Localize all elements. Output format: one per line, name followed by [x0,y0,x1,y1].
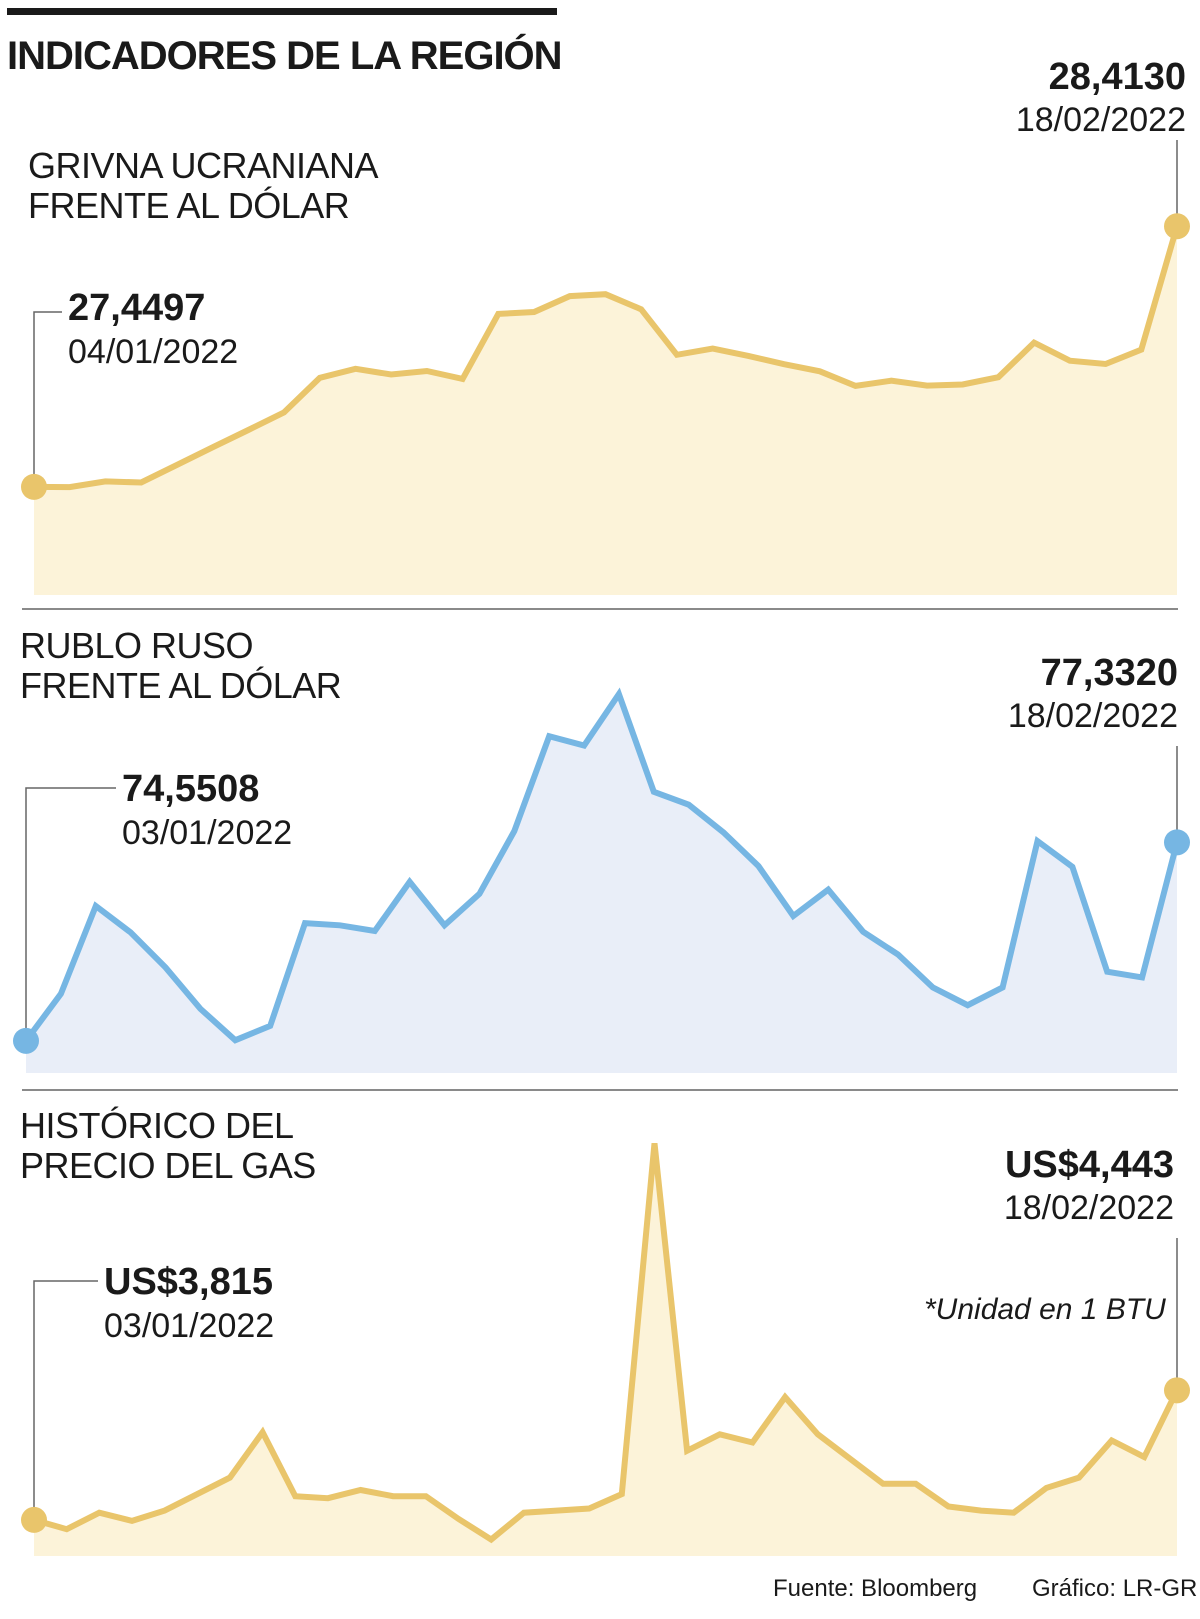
chart-title-rublo: RUBLO RUSO FRENTE AL DÓLAR [20,625,342,706]
start-date-label: 04/01/2022 [68,333,239,371]
start-leader-line [33,311,62,487]
start-date-label: 03/01/2022 [104,1307,275,1345]
unit-note: *Unidad en 1 BTU [924,1293,1166,1326]
source-credit: Fuente: Bloomberg [773,1575,978,1602]
start-leader-line [25,787,116,1041]
end-point-marker [1164,829,1190,856]
end-point-marker [1164,1377,1190,1404]
area-fill [34,226,1177,596]
series-line [23,687,1180,1044]
chart-title-grivna: GRIVNA UCRANIANA FRENTE AL DÓLAR [28,145,377,226]
start-point-marker [21,1506,47,1533]
end-value-label: 77,3320 [1040,652,1178,694]
start-value-label: 27,4497 [68,287,206,329]
area-fill [26,694,1177,1073]
start-date-label: 03/01/2022 [122,814,293,852]
end-date-label: 18/02/2022 [1015,101,1186,139]
end-point-marker [1164,213,1190,240]
end-value-label: US$4,443 [1004,1144,1174,1186]
start-leader-line [33,1280,98,1520]
end-value-label: 28,4130 [1048,56,1186,98]
end-date-label: 18/02/2022 [1003,1189,1174,1227]
series-line [31,1142,1180,1544]
start-point-marker [13,1027,39,1054]
start-point-marker [21,473,47,500]
graphic-credit: Gráfico: LR-GR [1032,1575,1198,1602]
end-date-label: 18/02/2022 [1007,697,1178,735]
start-value-label: 74,5508 [122,768,260,810]
start-value-label: US$3,815 [104,1261,274,1303]
chart-title-gas: HISTÓRICO DEL PRECIO DEL GAS [20,1105,316,1186]
area-fill [34,1143,1177,1556]
page-title: INDICADORES DE LA REGIÓN [7,34,563,78]
series-line [31,223,1180,491]
title-bar [7,8,557,15]
